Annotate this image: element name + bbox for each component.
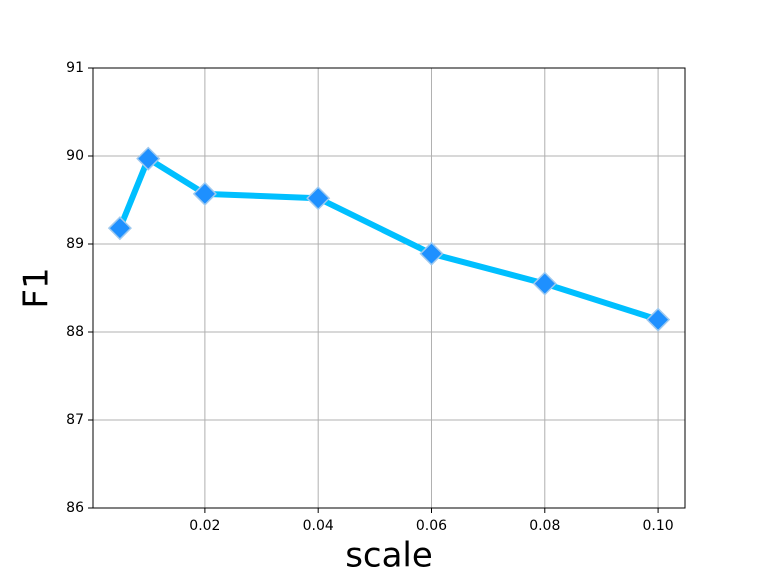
marker [646, 307, 671, 332]
marker [306, 186, 331, 211]
plot-frame [92, 67, 686, 509]
y-axis-label: F1 [17, 267, 57, 308]
line [117, 155, 660, 323]
x-tick-label: 0.04 [303, 518, 334, 534]
y-tick-label: 87 [66, 412, 84, 428]
marker [192, 181, 217, 206]
marker [107, 216, 132, 241]
y-tick-label: 88 [66, 324, 84, 340]
x-tick-label: 0.10 [643, 518, 674, 534]
x-axis-label: scale [345, 536, 433, 571]
marker [136, 146, 161, 171]
marker [532, 271, 557, 296]
x-tick-label: 0.06 [416, 518, 447, 534]
x-tick-label: 0.02 [189, 518, 220, 534]
y-tick-label: 86 [66, 500, 84, 516]
y-tick-label: 89 [66, 236, 84, 252]
y-tick-label: 91 [66, 60, 84, 76]
x-tick-label: 0.08 [529, 518, 560, 534]
y-tick-label: 90 [66, 148, 84, 164]
marker [419, 241, 444, 266]
